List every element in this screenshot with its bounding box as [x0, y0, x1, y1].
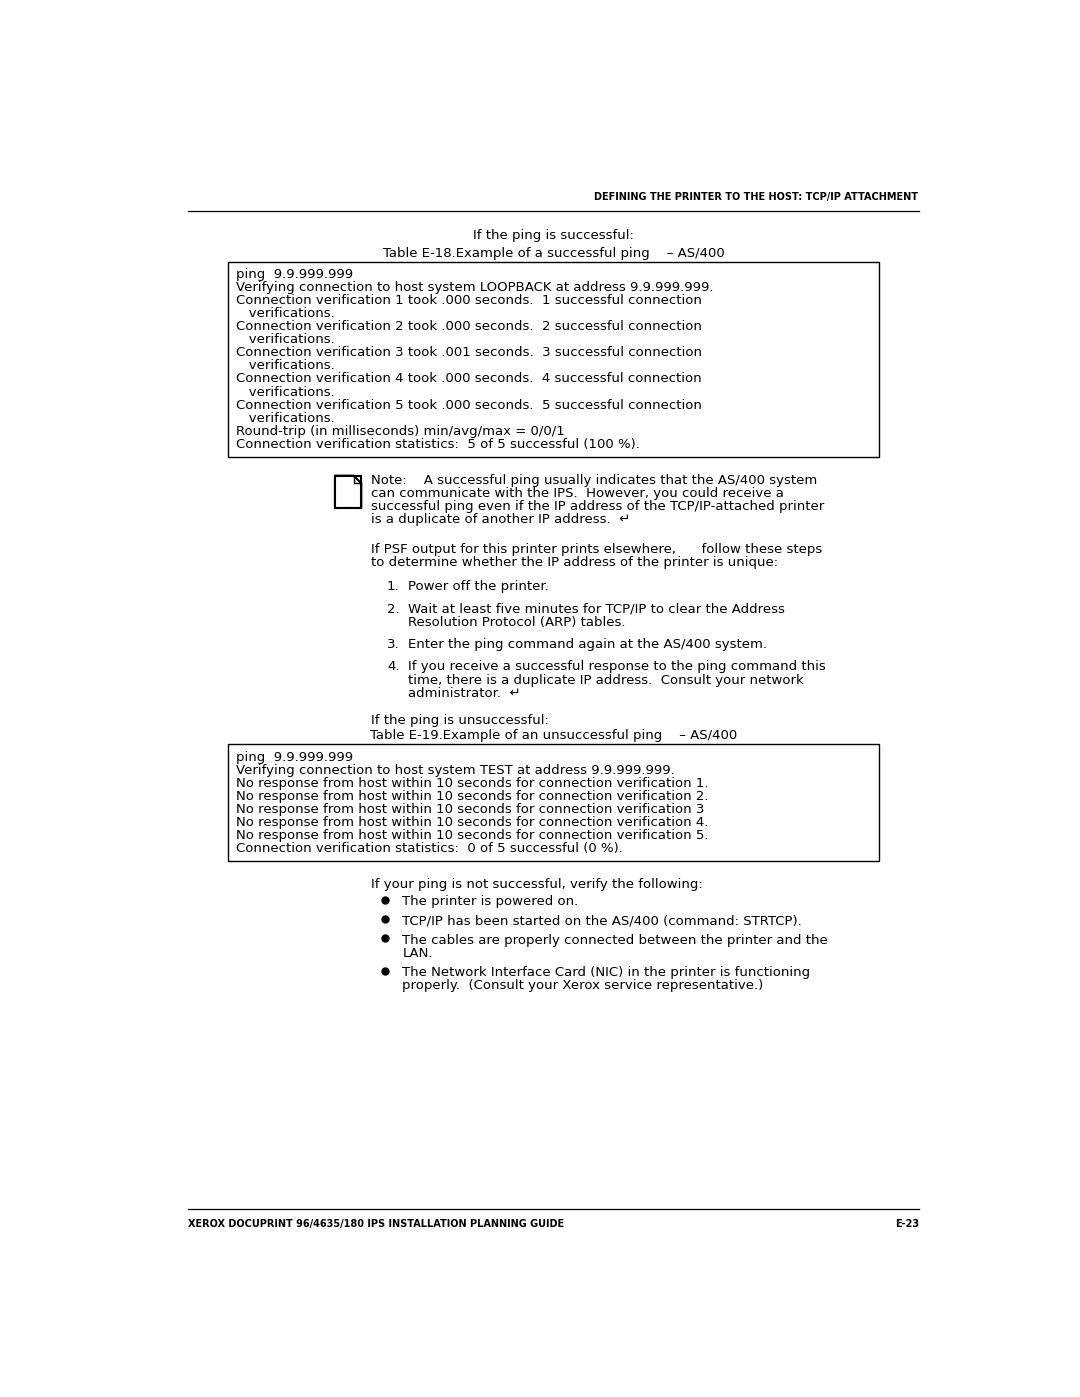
- Text: 2.: 2.: [387, 602, 400, 616]
- Text: If the ping is successful:: If the ping is successful:: [473, 229, 634, 242]
- Text: No response from host within 10 seconds for connection verification 5.: No response from host within 10 seconds …: [235, 828, 708, 842]
- Text: verifications.: verifications.: [235, 386, 335, 398]
- Text: Connection verification 1 took .000 seconds.  1 successful connection: Connection verification 1 took .000 seco…: [235, 293, 702, 307]
- Text: to determine whether the IP address of the printer is unique:: to determine whether the IP address of t…: [372, 556, 779, 570]
- Text: Connection verification 2 took .000 seconds.  2 successful connection: Connection verification 2 took .000 seco…: [235, 320, 702, 332]
- Text: successful ping even if the IP address of the TCP/IP-attached printer: successful ping even if the IP address o…: [372, 500, 825, 513]
- Text: Connection verification 4 took .000 seconds.  4 successful connection: Connection verification 4 took .000 seco…: [235, 373, 701, 386]
- Text: Table E-19.Example of an unsuccessful ping    – AS/400: Table E-19.Example of an unsuccessful pi…: [369, 729, 738, 742]
- Text: Note:    A successful ping usually indicates that the AS/400 system: Note: A successful ping usually indicate…: [372, 474, 818, 488]
- Text: Connection verification statistics:  0 of 5 successful (0 %).: Connection verification statistics: 0 of…: [235, 842, 623, 855]
- Text: Power off the printer.: Power off the printer.: [408, 580, 549, 594]
- Text: verifications.: verifications.: [235, 359, 335, 373]
- Text: Verifying connection to host system LOOPBACK at address 9.9.999.999.: Verifying connection to host system LOOP…: [235, 281, 713, 293]
- Text: properly.  (Consult your Xerox service representative.): properly. (Consult your Xerox service re…: [403, 979, 764, 992]
- Text: The cables are properly connected between the printer and the: The cables are properly connected betwee…: [403, 933, 828, 947]
- Text: ping  9.9.999.999: ping 9.9.999.999: [235, 268, 353, 281]
- Text: DEFINING THE PRINTER TO THE HOST: TCP/IP ATTACHMENT: DEFINING THE PRINTER TO THE HOST: TCP/IP…: [594, 191, 918, 203]
- Text: Connection verification 5 took .000 seconds.  5 successful connection: Connection verification 5 took .000 seco…: [235, 398, 702, 412]
- Text: Round-trip (in milliseconds) min/avg/max = 0/0/1: Round-trip (in milliseconds) min/avg/max…: [235, 425, 565, 437]
- Text: If the ping is unsuccessful:: If the ping is unsuccessful:: [372, 714, 550, 726]
- FancyBboxPatch shape: [335, 475, 362, 509]
- Text: ping  9.9.999.999: ping 9.9.999.999: [235, 750, 353, 764]
- Text: Enter the ping command again at the AS/400 system.: Enter the ping command again at the AS/4…: [408, 638, 767, 651]
- Text: No response from host within 10 seconds for connection verification 3: No response from host within 10 seconds …: [235, 803, 704, 816]
- Text: 1.: 1.: [387, 580, 400, 594]
- Text: Resolution Protocol (ARP) tables.: Resolution Protocol (ARP) tables.: [408, 616, 625, 629]
- Text: If PSF output for this printer prints elsewhere,      follow these steps: If PSF output for this printer prints el…: [372, 543, 823, 556]
- Text: 4.: 4.: [387, 661, 400, 673]
- Text: No response from host within 10 seconds for connection verification 1.: No response from host within 10 seconds …: [235, 777, 708, 789]
- Text: is a duplicate of another IP address.  ↵: is a duplicate of another IP address. ↵: [372, 513, 631, 527]
- Text: Table E-18.Example of a successful ping    – AS/400: Table E-18.Example of a successful ping …: [382, 247, 725, 260]
- Text: If you receive a successful response to the ping command this: If you receive a successful response to …: [408, 661, 825, 673]
- FancyBboxPatch shape: [228, 745, 879, 862]
- FancyBboxPatch shape: [228, 261, 879, 457]
- Text: Connection verification statistics:  5 of 5 successful (100 %).: Connection verification statistics: 5 of…: [235, 437, 639, 451]
- Text: Connection verification 3 took .001 seconds.  3 successful connection: Connection verification 3 took .001 seco…: [235, 346, 702, 359]
- Text: Wait at least five minutes for TCP/IP to clear the Address: Wait at least five minutes for TCP/IP to…: [408, 602, 785, 616]
- Text: No response from host within 10 seconds for connection verification 2.: No response from host within 10 seconds …: [235, 789, 708, 803]
- Text: verifications.: verifications.: [235, 307, 335, 320]
- Text: can communicate with the IPS.  However, you could receive a: can communicate with the IPS. However, y…: [372, 488, 784, 500]
- Text: E-23: E-23: [895, 1220, 919, 1229]
- Text: No response from host within 10 seconds for connection verification 4.: No response from host within 10 seconds …: [235, 816, 708, 828]
- Text: time, there is a duplicate IP address.  Consult your network: time, there is a duplicate IP address. C…: [408, 673, 804, 686]
- Text: TCP/IP has been started on the AS/400 (command: STRTCP).: TCP/IP has been started on the AS/400 (c…: [403, 915, 802, 928]
- Text: administrator.  ↵: administrator. ↵: [408, 686, 521, 700]
- Text: LAN.: LAN.: [403, 947, 433, 960]
- Text: 3.: 3.: [387, 638, 400, 651]
- Text: XEROX DOCUPRINT 96/4635/180 IPS INSTALLATION PLANNING GUIDE: XEROX DOCUPRINT 96/4635/180 IPS INSTALLA…: [188, 1220, 564, 1229]
- Text: The printer is powered on.: The printer is powered on.: [403, 895, 579, 908]
- Text: verifications.: verifications.: [235, 334, 335, 346]
- Text: Verifying connection to host system TEST at address 9.9.999.999.: Verifying connection to host system TEST…: [235, 764, 675, 777]
- Text: The Network Interface Card (NIC) in the printer is functioning: The Network Interface Card (NIC) in the …: [403, 967, 810, 979]
- Text: If your ping is not successful, verify the following:: If your ping is not successful, verify t…: [372, 879, 703, 891]
- Text: verifications.: verifications.: [235, 412, 335, 425]
